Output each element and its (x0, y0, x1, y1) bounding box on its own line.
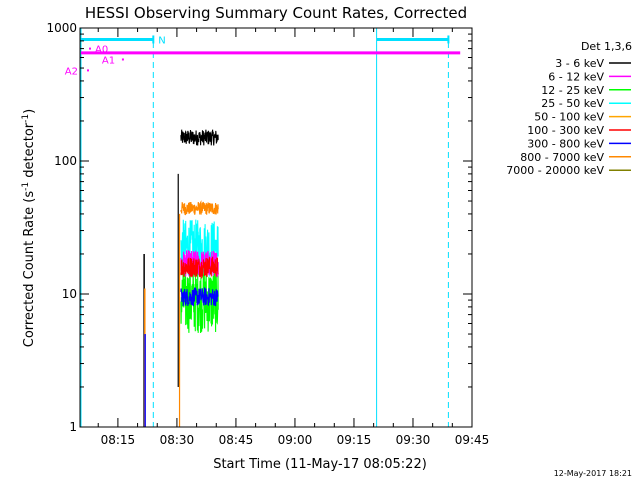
series-line (180, 286, 219, 307)
x-tick-label: 09:45 (455, 433, 490, 447)
y-tick-label: 10 (62, 287, 77, 301)
y-axis-label: Corrected Count Rate (s-1 detector-1) (21, 109, 37, 347)
footer-timestamp: 12-May-2017 18:21 (554, 469, 632, 478)
y-axis-label-sup2: -1 (21, 114, 31, 123)
legend-title: Det 1,3,6 (581, 40, 632, 53)
series-layer (143, 129, 219, 427)
series-line (180, 256, 219, 280)
legend-entry-label: 25 - 50 keV (541, 97, 604, 110)
legend-entry-label: 7000 - 20000 keV (506, 164, 604, 177)
axis-layer: 1 10 100 1000 08:15 08:30 08:45 09:00 09:15 09:30… (46, 21, 489, 447)
y-tick-label: 1 (69, 420, 77, 434)
attenuator-marker-label: A1 (102, 55, 115, 66)
x-tick-label: 08:15 (101, 433, 136, 447)
plot-frame (79, 27, 473, 428)
x-tick-label: 08:45 (219, 433, 254, 447)
night-bar-label: N (158, 35, 165, 46)
legend-entry-label: 12 - 25 keV (541, 84, 604, 97)
attenuator-marker-dot (121, 58, 124, 61)
series-line (180, 200, 219, 216)
y-axis-label-end: ) (22, 109, 37, 114)
attenuator-marker-dot (89, 47, 91, 50)
x-tick-label: 08:30 (160, 433, 195, 447)
attenuator-marker-dot (87, 69, 89, 72)
y-axis-label-mid: detector (22, 122, 37, 182)
legend-entry-label: 3 - 6 keV (555, 57, 604, 70)
night-layer: N (80, 28, 450, 427)
series-line (180, 129, 219, 146)
x-tick-label: 09:30 (396, 433, 431, 447)
legend-entry-label: 100 - 300 keV (527, 124, 604, 137)
x-axis-label: Start Time (11-May-17 08:05:22) (213, 457, 427, 472)
y-axis-label-main: Corrected Count Rate (s (22, 191, 37, 348)
legend-entry-label: 50 - 100 keV (534, 111, 604, 124)
attenuator-marker-label: A2 (65, 66, 78, 77)
y-tick-label: 100 (54, 154, 77, 168)
chart-title: HESSI Observing Summary Count Rates, Cor… (85, 4, 467, 22)
x-tick-label: 09:00 (278, 433, 313, 447)
x-tick-label: 09:15 (337, 433, 372, 447)
legend-entry-label: 6 - 12 keV (548, 70, 604, 83)
legend-entry-label: 300 - 800 keV (527, 137, 604, 150)
y-tick-label: 1000 (46, 21, 77, 35)
legend-entry-label: 800 - 7000 keV (520, 151, 604, 164)
attenuator-marker-label: A0 (95, 45, 108, 56)
y-axis-label-sup1: -1 (21, 182, 31, 191)
